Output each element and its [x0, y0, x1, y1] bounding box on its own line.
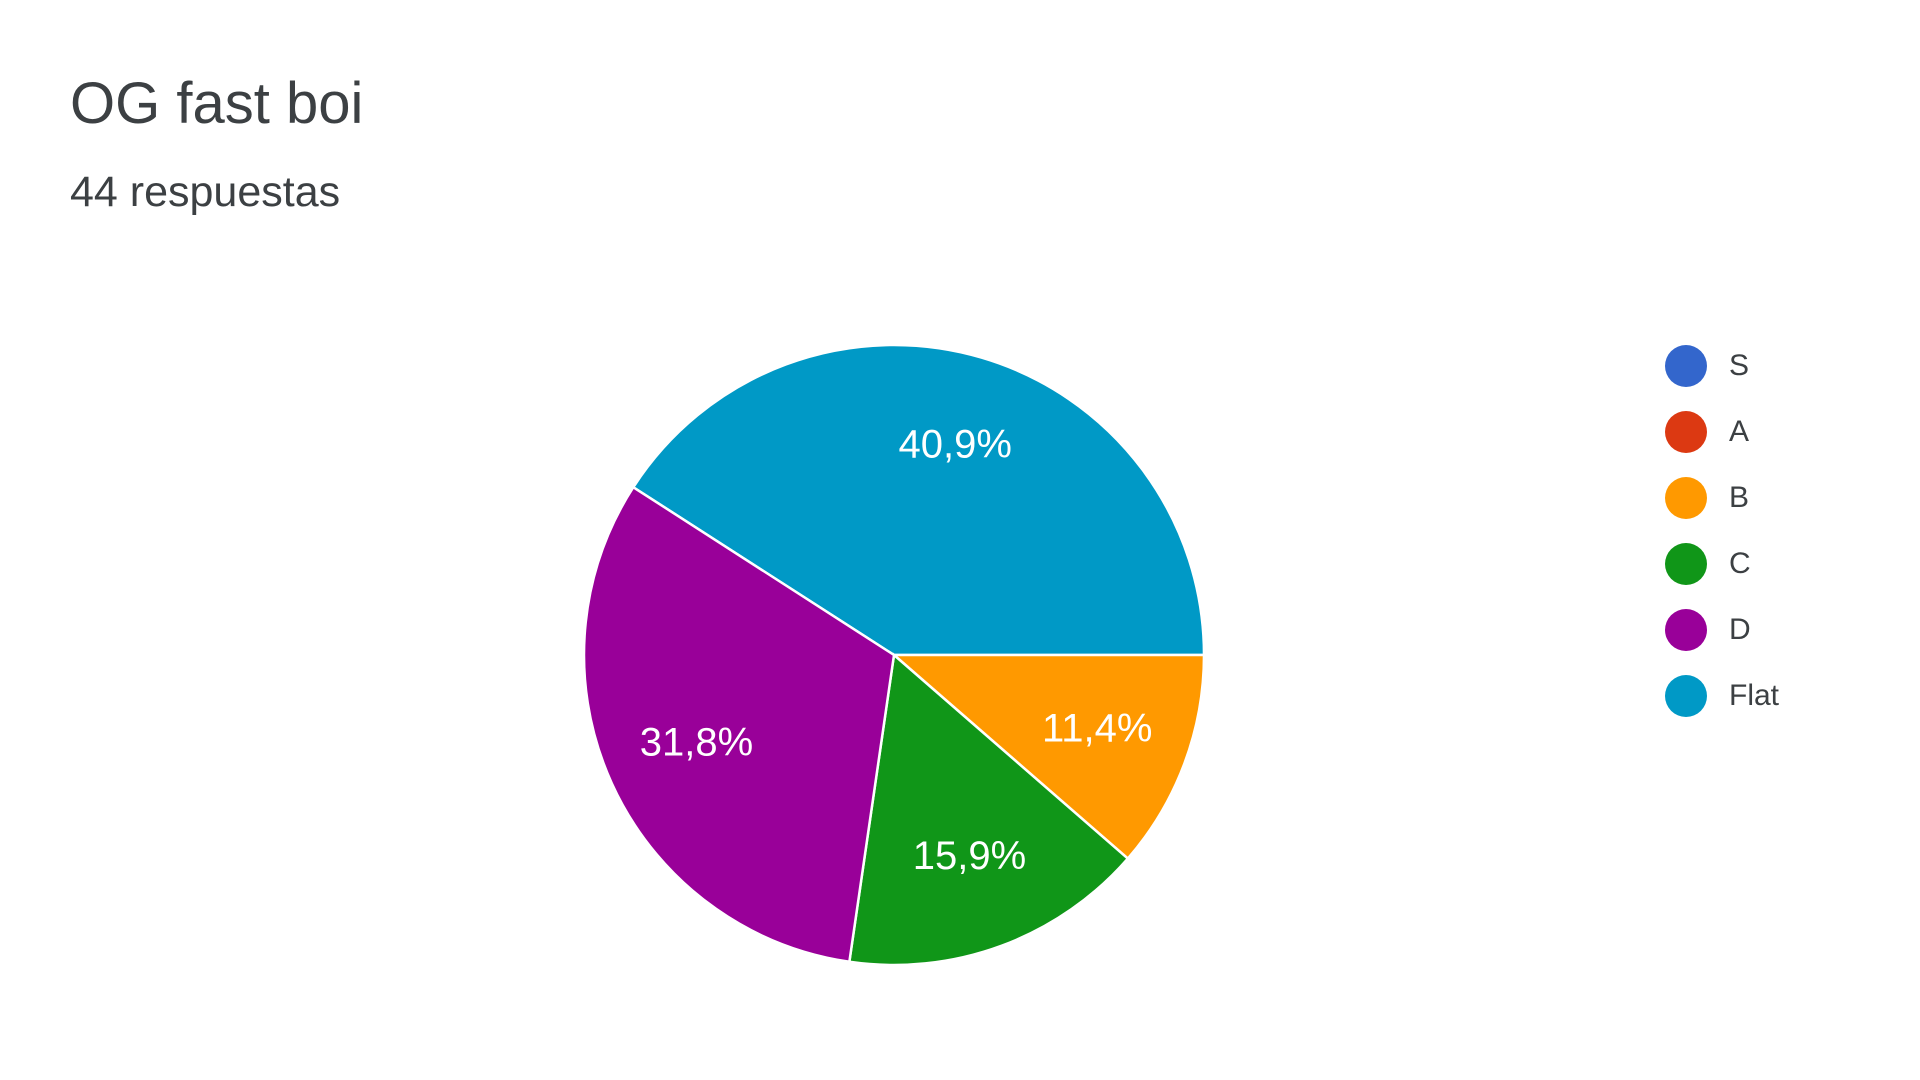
- svg-text:31,8%: 31,8%: [640, 720, 753, 764]
- svg-text:40,9%: 40,9%: [898, 422, 1011, 466]
- svg-text:11,4%: 11,4%: [1042, 707, 1152, 751]
- svg-text:15,9%: 15,9%: [913, 834, 1026, 878]
